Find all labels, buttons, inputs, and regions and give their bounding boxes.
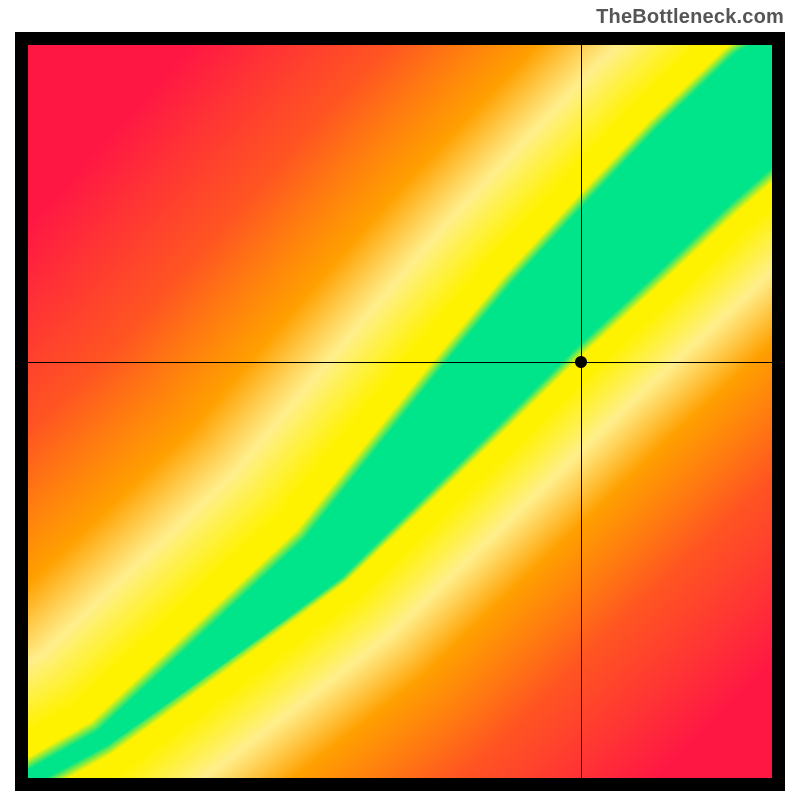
crosshair-vertical: [581, 45, 582, 778]
plot-area: [28, 45, 772, 778]
heatmap-canvas: [28, 45, 772, 778]
watermark-text: TheBottleneck.com: [596, 6, 784, 29]
crosshair-horizontal: [28, 362, 772, 363]
crosshair-marker-dot: [575, 356, 587, 368]
